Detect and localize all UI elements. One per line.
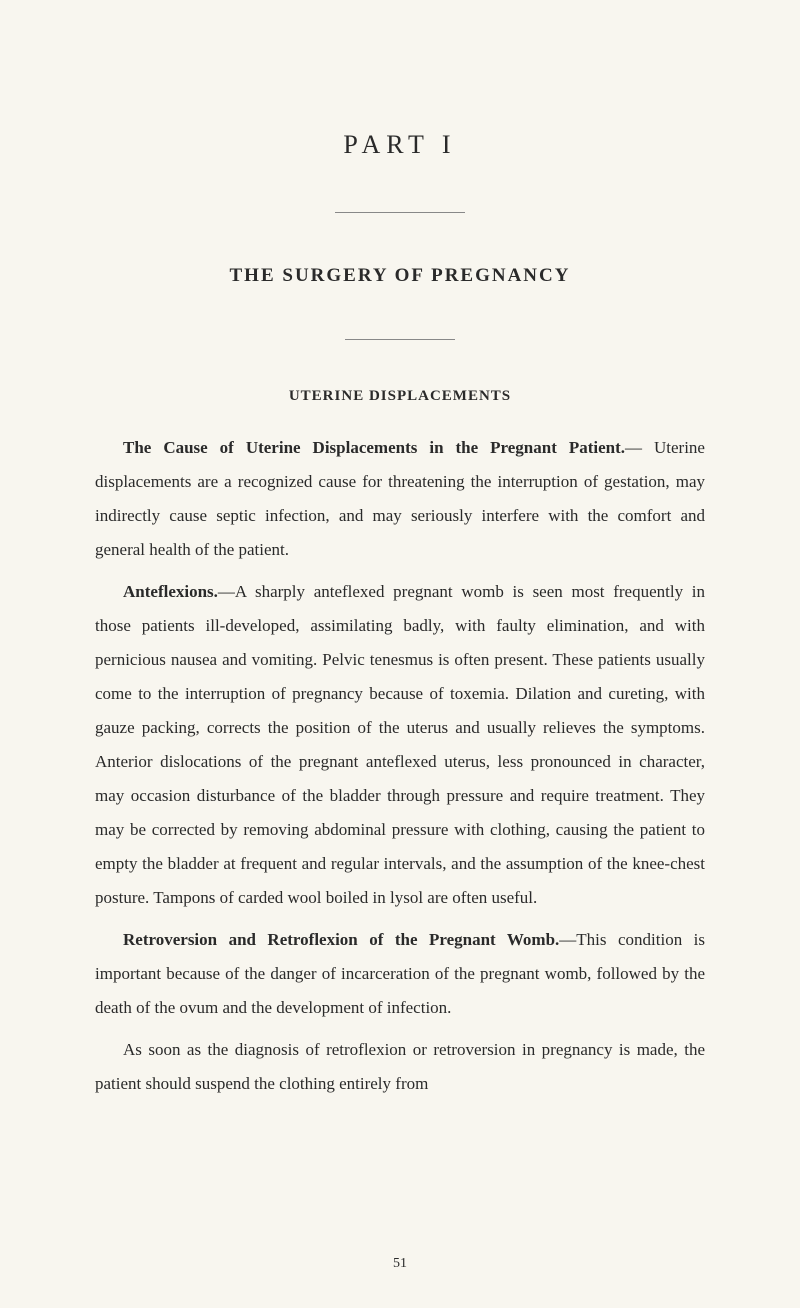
paragraph-body: —A sharply anteflexed pregnant womb is s… xyxy=(95,582,705,907)
paragraph-diagnosis: As soon as the diagnosis of retroflexion… xyxy=(95,1033,705,1101)
paragraph-lead: The Cause of Uterine Displacements in th… xyxy=(123,438,625,457)
part-divider xyxy=(335,212,465,213)
paragraph-lead: Anteflexions. xyxy=(123,582,218,601)
page-number: 51 xyxy=(0,1256,800,1272)
paragraph-anteflexions: Anteflexions.—A sharply anteflexed pregn… xyxy=(95,575,705,915)
paragraph-retroversion: Retroversion and Retroflexion of the Pre… xyxy=(95,923,705,1025)
section-title: UTERINE DISPLACEMENTS xyxy=(95,388,705,405)
paragraph-lead: Retroversion and Retroflexion of the Pre… xyxy=(123,930,559,949)
chapter-title: THE SURGERY OF PREGNANCY xyxy=(95,265,705,287)
paragraph-cause: The Cause of Uterine Displacements in th… xyxy=(95,431,705,567)
paragraph-body: As soon as the diagnosis of retroflexion… xyxy=(95,1040,705,1093)
chapter-divider xyxy=(345,339,455,340)
part-title: PART I xyxy=(95,130,705,160)
